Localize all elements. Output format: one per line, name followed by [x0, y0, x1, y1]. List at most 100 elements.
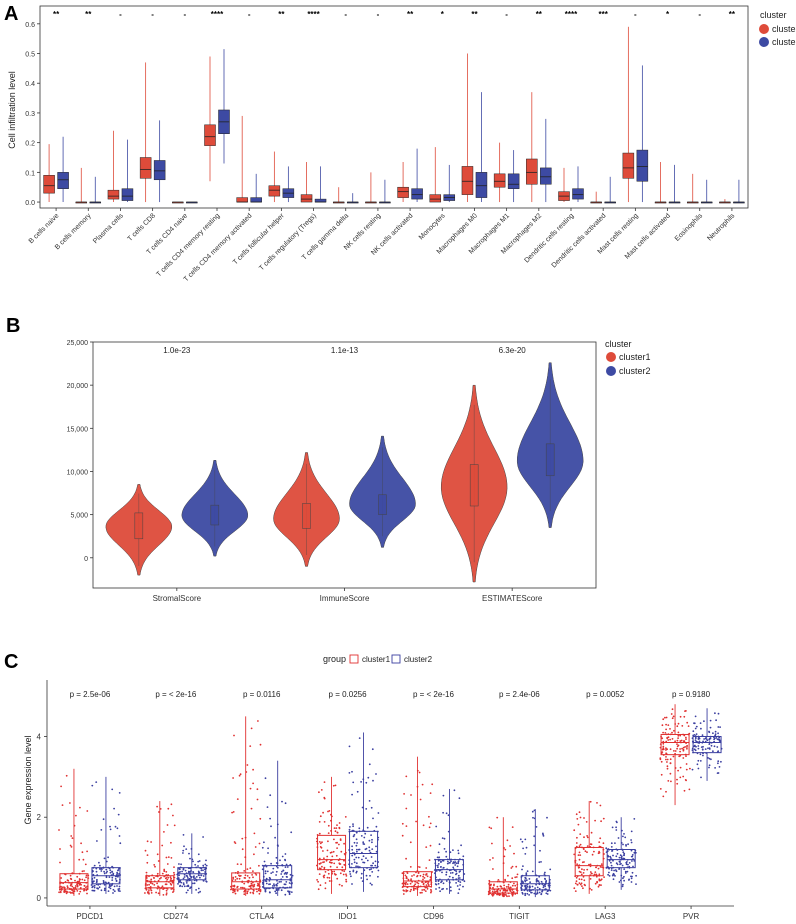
panel-a-significance: **** [307, 10, 320, 19]
panel-c-point-cluster2 [708, 737, 711, 740]
panel-c-point-cluster1 [424, 886, 427, 889]
panel-c-point-cluster2 [288, 893, 291, 896]
panel-c-point-cluster1 [422, 875, 424, 878]
panel-c-point-cluster2 [455, 882, 457, 884]
panel-c-point-cluster1 [425, 884, 428, 886]
panel-c-point-cluster2 [102, 880, 105, 882]
panel-c-point-cluster1 [684, 746, 686, 748]
panel-c-point-cluster2 [445, 880, 448, 882]
panel-c-point-cluster2 [95, 781, 98, 783]
panel-c-point-cluster1 [425, 873, 428, 875]
panel-c-point-cluster1 [332, 850, 335, 853]
panel-a-label: A [4, 3, 18, 25]
panel-c-point-cluster1 [345, 875, 348, 877]
panel-c-point-cluster2 [96, 887, 98, 890]
panel-c-point-cluster2 [694, 749, 697, 752]
panel-c-point-cluster2 [719, 726, 721, 728]
panel-c-point-cluster2 [700, 727, 702, 730]
panel-c-point-cluster2 [281, 800, 283, 803]
panel-c-point-cluster2 [549, 868, 552, 871]
panel-c-point-cluster2 [714, 767, 716, 769]
panel-c-point-cluster2 [200, 869, 203, 872]
panel-c-point-cluster1 [163, 868, 166, 871]
panel-c-point-cluster1 [586, 868, 589, 871]
panel-a-significance: - [698, 10, 701, 19]
panel-c-point-cluster1 [431, 783, 434, 786]
panel-c-point-cluster1 [78, 880, 81, 883]
panel-c-point-cluster1 [319, 867, 322, 870]
panel-c-point-cluster1 [83, 879, 86, 882]
panel-c-point-cluster2 [99, 867, 101, 870]
panel-c-legend-title: group [323, 654, 346, 664]
panel-c-point-cluster2 [610, 864, 613, 867]
panel-c-point-cluster1 [249, 867, 252, 869]
panel-c-point-cluster2 [608, 859, 611, 862]
panel-c-point-cluster2 [612, 878, 615, 881]
panel-c-point-cluster2 [441, 888, 443, 891]
panel-c-box-cluster1 [59, 873, 89, 890]
panel-c-point-cluster1 [662, 718, 665, 721]
panel-c-point-cluster1 [257, 720, 259, 722]
panel-c-point-cluster2 [108, 886, 110, 889]
panel-c-point-cluster2 [442, 882, 445, 885]
panel-c-point-cluster1 [74, 879, 76, 882]
panel-c-point-cluster2 [525, 879, 528, 882]
panel-c-point-cluster2 [623, 875, 625, 878]
panel-c-point-cluster1 [405, 857, 407, 860]
panel-c-point-cluster2 [694, 715, 697, 718]
panel-b-legend-key-cluster2 [606, 366, 616, 376]
panel-c-box-cluster1 [231, 872, 261, 890]
panel-c-point-cluster2 [264, 872, 267, 875]
panel-c-point-cluster2 [368, 849, 371, 852]
panel-c-point-cluster1 [682, 775, 685, 778]
panel-c-point-cluster1 [336, 866, 338, 869]
panel-c-point-cluster2 [275, 856, 278, 859]
panel-c-point-cluster1 [576, 836, 578, 839]
panel-c-box-cluster2 [606, 849, 636, 869]
panel-c-point-cluster2 [691, 768, 694, 771]
panel-c-point-cluster2 [290, 891, 293, 893]
panel-c-point-cluster1 [676, 725, 679, 728]
panel-c-point-cluster1 [672, 755, 675, 758]
panel-a-significance: ** [536, 10, 543, 19]
panel-b-ytick-label: 15,000 [67, 426, 89, 433]
panel-c-point-cluster1 [685, 763, 688, 765]
panel-c-point-cluster1 [677, 737, 679, 739]
panel-c-point-cluster1 [505, 889, 508, 892]
panel-c-point-cluster1 [505, 894, 507, 896]
panel-c-point-cluster2 [438, 886, 441, 889]
panel-c-point-cluster1 [585, 821, 588, 823]
panel-c-point-cluster1 [146, 854, 149, 856]
panel-c-point-cluster2 [702, 754, 704, 757]
panel-c-point-cluster1 [665, 756, 667, 758]
panel-c-point-cluster2 [371, 883, 373, 886]
panel-c-point-cluster1 [496, 893, 498, 896]
panel-c-point-cluster1 [233, 889, 236, 892]
panel-c-point-cluster1 [429, 792, 432, 794]
panel-b-iqr-box-cluster2 [545, 443, 555, 477]
panel-c-point-cluster1 [595, 875, 598, 878]
panel-c-point-cluster1 [665, 723, 667, 726]
panel-c-point-cluster2 [619, 854, 622, 857]
panel-c-point-cluster2 [607, 855, 610, 858]
panel-c-point-cluster2 [630, 830, 633, 833]
panel-c-point-cluster2 [708, 748, 711, 750]
panel-c-point-cluster2 [458, 871, 461, 873]
panel-c-xtick-label: PDCD1 [76, 912, 104, 921]
panel-c-point-cluster2 [608, 867, 610, 870]
panel-c-point-cluster2 [625, 863, 628, 866]
panel-c-point-cluster2 [100, 829, 103, 831]
panel-c-box-cluster1 [488, 881, 518, 894]
panel-c-point-cluster2 [717, 732, 719, 735]
panel-c-point-cluster1 [85, 889, 88, 892]
panel-a-significance: ** [53, 10, 60, 19]
panel-c-point-cluster2 [615, 829, 618, 831]
panel-c-point-cluster2 [623, 852, 626, 855]
panel-c-point-cluster2 [111, 871, 114, 873]
panel-c-point-cluster1 [323, 866, 326, 869]
panel-c-point-cluster2 [440, 861, 442, 863]
panel-c-point-cluster1 [581, 885, 583, 887]
panel-c-point-cluster2 [458, 888, 461, 891]
panel-c-point-cluster2 [182, 849, 185, 852]
panel-c-point-cluster2 [457, 852, 460, 855]
